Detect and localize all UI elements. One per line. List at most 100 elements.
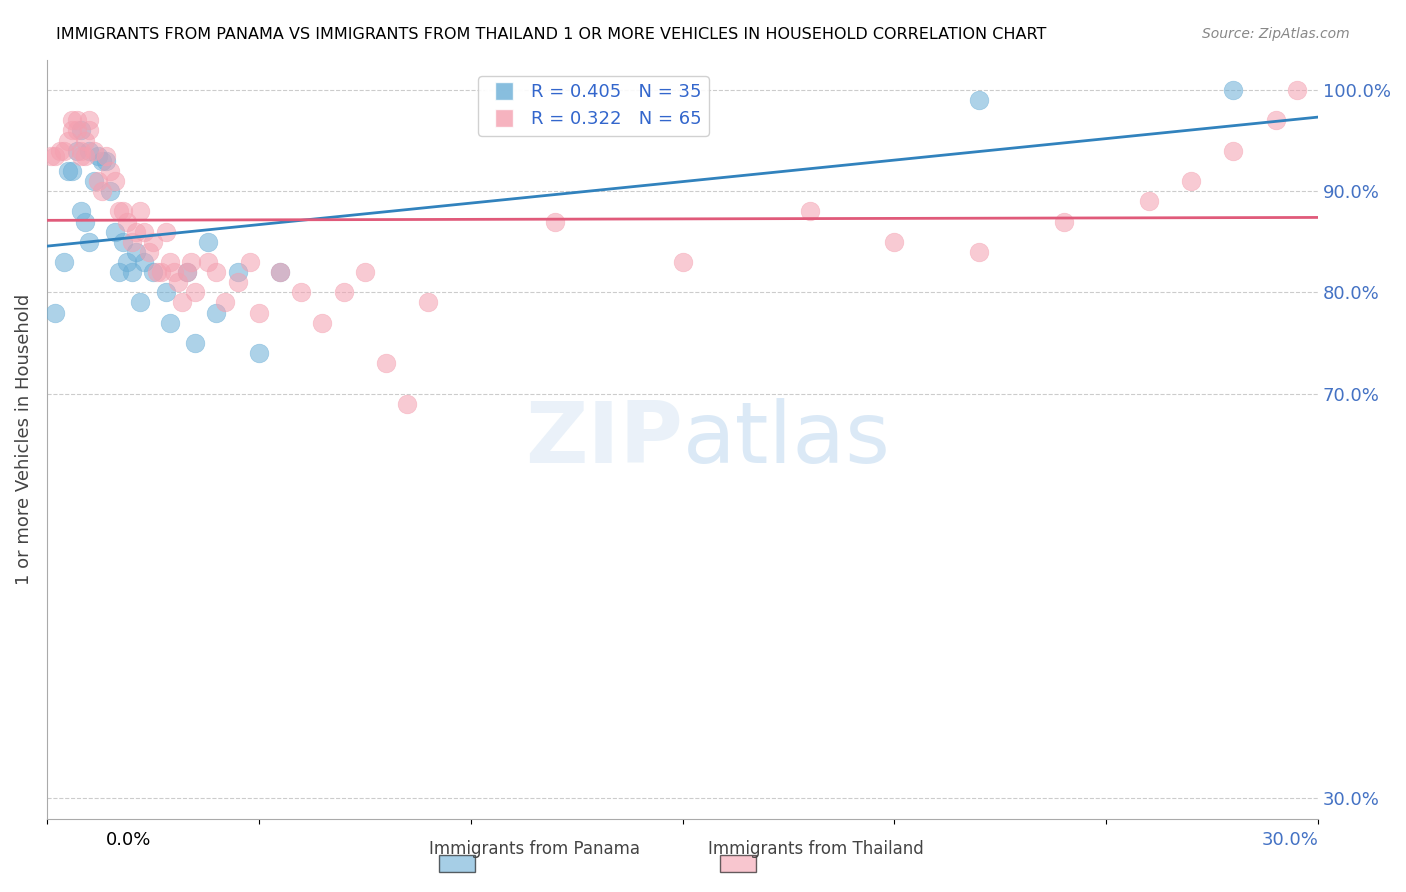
- Point: [1285, 83, 1308, 97]
- Point: [1222, 144, 1244, 158]
- Point: [125, 244, 148, 259]
- Point: [69, 204, 91, 219]
- Point: [56, 164, 79, 178]
- Point: [104, 174, 127, 188]
- Point: [155, 285, 177, 300]
- Point: [121, 265, 143, 279]
- Point: [184, 335, 207, 350]
- Point: [138, 244, 160, 259]
- Point: [1053, 214, 1076, 228]
- Point: [799, 204, 821, 219]
- Point: [883, 235, 905, 249]
- Point: [226, 275, 249, 289]
- Point: [129, 295, 152, 310]
- Text: 30.0%: 30.0%: [1263, 831, 1319, 849]
- Point: [100, 164, 122, 178]
- Point: [197, 235, 219, 249]
- Point: [39, 149, 62, 163]
- Y-axis label: 1 or more Vehicles in Household: 1 or more Vehicles in Household: [15, 293, 32, 585]
- Point: [77, 235, 100, 249]
- Legend: R = 0.405   N = 35, R = 0.322   N = 65: R = 0.405 N = 35, R = 0.322 N = 65: [478, 76, 709, 136]
- Point: [142, 265, 165, 279]
- Point: [87, 174, 110, 188]
- Point: [69, 123, 91, 137]
- Point: [52, 255, 75, 269]
- Point: [1137, 194, 1160, 209]
- Point: [91, 184, 114, 198]
- Point: [60, 123, 83, 137]
- Point: [73, 134, 96, 148]
- Point: [159, 255, 181, 269]
- Point: [112, 204, 135, 219]
- Point: [150, 265, 173, 279]
- Point: [247, 346, 270, 360]
- Text: 0.0%: 0.0%: [105, 831, 150, 849]
- Point: [134, 255, 156, 269]
- Point: [396, 397, 419, 411]
- Point: [65, 113, 87, 128]
- Point: [146, 265, 169, 279]
- Text: Immigrants from Thailand: Immigrants from Thailand: [707, 840, 924, 858]
- Point: [112, 235, 135, 249]
- Point: [129, 204, 152, 219]
- Point: [117, 214, 139, 228]
- Point: [214, 295, 236, 310]
- Point: [91, 153, 114, 168]
- Point: [1222, 83, 1244, 97]
- Point: [967, 93, 990, 107]
- Point: [48, 144, 70, 158]
- Point: [108, 204, 131, 219]
- Point: [77, 144, 100, 158]
- Point: [332, 285, 354, 300]
- Point: [159, 316, 181, 330]
- Point: [69, 144, 91, 158]
- Point: [247, 305, 270, 319]
- Point: [73, 149, 96, 163]
- Point: [180, 255, 202, 269]
- Point: [77, 123, 100, 137]
- Point: [544, 214, 567, 228]
- Point: [104, 225, 127, 239]
- Point: [167, 275, 190, 289]
- Point: [134, 225, 156, 239]
- Point: [125, 225, 148, 239]
- Point: [205, 265, 228, 279]
- Point: [77, 113, 100, 128]
- Point: [197, 255, 219, 269]
- Point: [44, 305, 66, 319]
- Point: [96, 153, 118, 168]
- Point: [1180, 174, 1202, 188]
- Point: [155, 225, 177, 239]
- Point: [73, 214, 96, 228]
- Point: [142, 235, 165, 249]
- Point: [83, 174, 105, 188]
- Point: [967, 244, 990, 259]
- Point: [44, 149, 66, 163]
- Point: [52, 144, 75, 158]
- Point: [353, 265, 375, 279]
- Point: [96, 149, 118, 163]
- Point: [69, 149, 91, 163]
- Point: [269, 265, 291, 279]
- Point: [290, 285, 312, 300]
- Point: [108, 265, 131, 279]
- Point: [671, 255, 693, 269]
- Point: [83, 144, 105, 158]
- Point: [121, 235, 143, 249]
- Point: [117, 255, 139, 269]
- Point: [100, 184, 122, 198]
- Text: Source: ZipAtlas.com: Source: ZipAtlas.com: [1202, 27, 1350, 41]
- Point: [311, 316, 333, 330]
- Point: [226, 265, 249, 279]
- Point: [172, 295, 194, 310]
- Point: [163, 265, 186, 279]
- Point: [239, 255, 262, 269]
- Point: [87, 149, 110, 163]
- Text: IMMIGRANTS FROM PANAMA VS IMMIGRANTS FROM THAILAND 1 OR MORE VEHICLES IN HOUSEHO: IMMIGRANTS FROM PANAMA VS IMMIGRANTS FRO…: [56, 27, 1046, 42]
- Point: [374, 356, 396, 370]
- Text: atlas: atlas: [682, 398, 890, 481]
- Point: [60, 164, 83, 178]
- Point: [65, 123, 87, 137]
- Point: [65, 144, 87, 158]
- Point: [269, 265, 291, 279]
